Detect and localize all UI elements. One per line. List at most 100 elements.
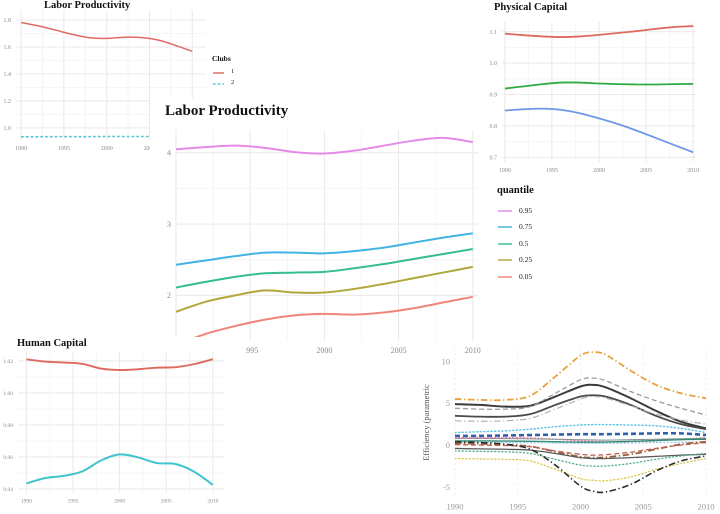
series-quantile-0.95 (176, 136, 473, 155)
legend-key-line-icon (498, 226, 512, 228)
x-tick-label: 2005 (640, 168, 652, 174)
x-tick-label: 1995 (546, 168, 558, 174)
x-tick-label: 1990 (447, 502, 464, 512)
legend-key-line-icon (498, 209, 512, 212)
series-eff-darkgray-solid (455, 447, 706, 460)
quantile-legend: quantile 0.95 0.75 0.5 0.25 0.05 (497, 185, 534, 285)
x-tick-label: 2005 (635, 502, 652, 512)
series-eff-gray-solid (455, 437, 706, 441)
clubs-legend: Clubs 1 2 (212, 54, 234, 89)
x-tick-label: 2000 (593, 168, 605, 174)
y-tick-label: 4 (167, 149, 171, 158)
chart-title-labor-productivity-clubs: Labor Productivity (44, 0, 131, 11)
x-tick-label: 2010 (698, 502, 715, 512)
labor-productivity-quantiles-chart: 1995 2000 2005 2010 2 3 4 (167, 130, 481, 355)
legend-item-2: 2 (212, 78, 234, 89)
x-tick-label: 2005 (161, 499, 172, 505)
legend-item-label: 1 (231, 68, 235, 76)
chart-title-physical-capital: Physical Capital (494, 2, 568, 13)
quantile-legend-title: quantile (497, 185, 534, 196)
series-physical-green (504, 81, 694, 90)
tick-labels: 1990 1995 2000 2005 2010 0.7 0.8 0.9 1.0 1.1 (490, 30, 700, 174)
legend-item-0.75: 0.75 (497, 219, 534, 236)
series-group (176, 136, 473, 341)
legend-item-0.05: 0.05 (497, 268, 534, 285)
series-eff-yellow-dotted (455, 457, 706, 482)
series-eff-gray-dashdot (455, 395, 706, 425)
panel-efficiency-parametric: 1990 1995 2000 2005 2010 -5 0 5 10 Efficiency (pa… (420, 330, 720, 514)
legend-key-line-icon (213, 71, 224, 74)
y-tick-label: 1.8 (4, 18, 12, 24)
x-tick-label: 1990 (499, 168, 511, 174)
series-quantile-0.75 (176, 232, 473, 266)
legend-item-0.25: 0.25 (497, 252, 534, 269)
y-tick-label: 5 (446, 398, 450, 408)
tick-labels: 1990 1995 2000 2005 2010 -5 0 5 10 (442, 356, 715, 511)
series-quantile-0.5 (176, 248, 473, 289)
legend-item-1: 1 (212, 67, 234, 78)
series-eff-black-solid-a (455, 383, 706, 430)
series-eff-black-solid-b (455, 394, 706, 431)
y-tick-label: 1.00 (3, 391, 13, 397)
y-tick-label: 1.0 (4, 126, 12, 132)
gridlines (454, 348, 707, 497)
legend-item-label: 0.05 (519, 271, 533, 281)
legend-key-line-icon (498, 259, 512, 261)
panel-physical-capital: 1990 1995 2000 2005 2010 0.7 0.8 0.9 1.0 1.1 Phys… (470, 0, 720, 176)
x-tick-label: 1990 (21, 499, 32, 505)
panel-labor-productivity-quantiles: 1995 2000 2005 2010 2 3 4 Labor Productivity (150, 98, 490, 366)
series-human-cyan (26, 453, 214, 486)
y-tick-label: 0.8 (490, 124, 498, 130)
y-axis-label: Efficiency (parametric (421, 384, 431, 461)
tick-labels: 1995 2000 2005 2010 2 3 4 (167, 149, 481, 355)
legend-item-0.95: 0.95 (497, 202, 534, 219)
series-group (20, 21, 193, 138)
x-tick-label: 1990 (15, 146, 27, 152)
human-capital-chart: 1990 1995 2000 2005 2010 0.94 0.96 0.98 1.00 1.02 (3, 351, 224, 505)
gridlines (502, 22, 696, 162)
legend-item-label: 0.5 (519, 238, 529, 248)
efficiency-parametric-chart: 1990 1995 2000 2005 2010 -5 0 5 10 Efficiency (pa… (421, 348, 715, 512)
y-tick-label: 1.4 (4, 72, 12, 78)
y-tick-label: 0 (446, 440, 450, 450)
series-eff-green-dotted (455, 450, 706, 467)
y-tick-label: 2 (167, 291, 171, 300)
legend-item-label: 2 (231, 79, 235, 87)
tick-labels: 1990 1995 2000 2005 1.0 1.2 1.4 1.6 1.8 (4, 18, 156, 152)
series-group (455, 351, 706, 494)
legend-key-line-icon (498, 242, 512, 245)
y-tick-label: 0.7 (490, 155, 498, 161)
series-physical-blue (504, 107, 694, 154)
y-tick-label: 10 (442, 356, 451, 366)
series-eff-black-dashdot (455, 440, 706, 494)
series-eff-cyan-dotted (455, 423, 706, 434)
x-tick-label: 2000 (101, 146, 113, 152)
x-tick-label: 2010 (207, 499, 218, 505)
legend-item-label: 0.25 (519, 255, 533, 265)
clubs-legend-title: Clubs (212, 54, 231, 63)
series-quantile-0.05 (183, 295, 473, 341)
y-tick-label: 1.2 (4, 99, 12, 105)
legend-key-line-icon (213, 82, 224, 85)
x-tick-label: 1995 (67, 499, 78, 505)
legend-item-0.5: 0.5 (497, 235, 534, 252)
y-tick-label: 1.0 (490, 61, 498, 67)
chart-title-human-capital: Human Capital (17, 338, 87, 349)
y-tick-label: 0.94 (3, 487, 13, 493)
x-tick-label: 2005 (391, 346, 407, 355)
x-tick-label: 1995 (58, 146, 70, 152)
tick-labels: 1990 1995 2000 2005 2010 0.94 0.96 0.98 1.00 1.02 (3, 359, 218, 505)
series-quantile-0.25 (176, 265, 473, 313)
x-tick-label: 1995 (509, 502, 526, 512)
quantile-legend-items: 0.95 0.75 0.5 0.25 0.05 (497, 202, 534, 285)
x-tick-label: 2010 (465, 346, 481, 355)
y-tick-label: -5 (443, 482, 450, 492)
y-tick-label: 0.98 (3, 423, 13, 429)
series-eff-lightblue-dotted (455, 441, 706, 445)
x-tick-label: 1995 (242, 346, 258, 355)
x-tick-label: 2000 (114, 499, 125, 505)
series-eff-navy-dashed (455, 431, 706, 438)
legend-item-label: 0.75 (519, 222, 533, 232)
y-tick-label: 0.96 (3, 455, 13, 461)
